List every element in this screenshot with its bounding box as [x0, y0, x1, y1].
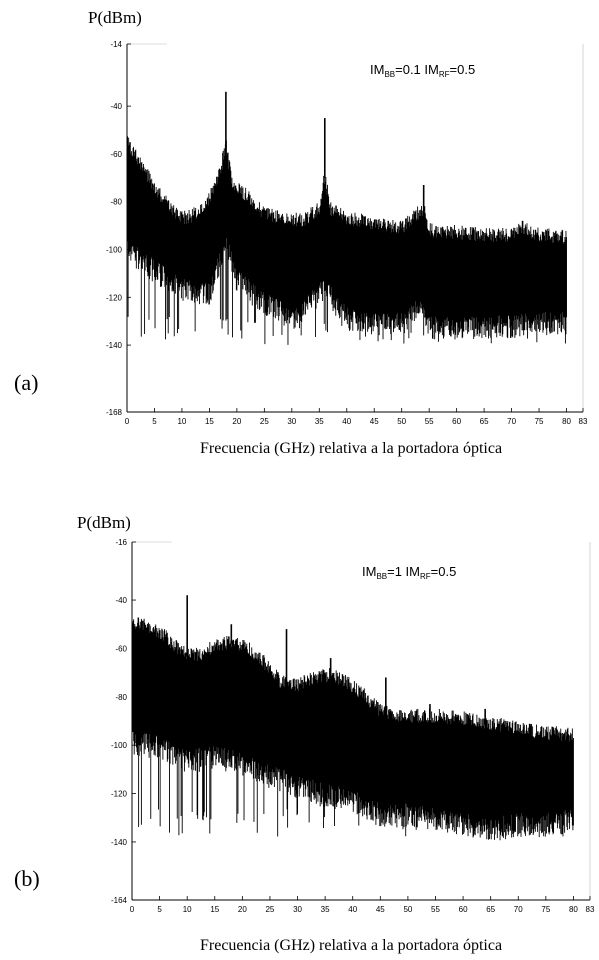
- x-tick-label: 30: [293, 905, 302, 914]
- x-tick-label: 10: [177, 417, 186, 426]
- x-tick-label: 20: [238, 905, 247, 914]
- x-tick-label: 70: [514, 905, 523, 914]
- y-tick-label: -80: [115, 693, 127, 702]
- x-tick-label: 75: [541, 905, 550, 914]
- y-tick-label: -168: [106, 408, 123, 417]
- y-tick-label: -140: [111, 838, 128, 847]
- x-tick-label: 55: [431, 905, 440, 914]
- spectrum-series: [131, 617, 574, 841]
- y-tick-label: -40: [115, 596, 127, 605]
- y-tick-label: -120: [106, 293, 123, 302]
- y-tick-label: -100: [111, 741, 128, 750]
- x-tick-label: 45: [376, 905, 385, 914]
- y-tick-label: -14: [110, 40, 122, 49]
- y-tick-label: -60: [115, 644, 127, 653]
- y-tick-label: -100: [106, 246, 123, 255]
- modulation-index-annotation: IMBB=0.1 IMRF=0.5: [370, 62, 475, 79]
- y-tick-label: -140: [106, 341, 123, 350]
- y-tick-label: -120: [111, 790, 128, 799]
- x-tick-label: 30: [287, 417, 296, 426]
- x-tick-label: 55: [425, 417, 434, 426]
- x-tick-label: 65: [486, 905, 495, 914]
- x-tick-label: 20: [232, 417, 241, 426]
- x-tick-label: 65: [480, 417, 489, 426]
- x-tick-label: 70: [507, 417, 516, 426]
- x-tick-label: 5: [152, 417, 157, 426]
- y-axis-label-b: P(dBm): [77, 513, 131, 532]
- panel-label-b: (b): [14, 866, 40, 891]
- y-tick-label: -60: [110, 150, 122, 159]
- x-tick-label: 15: [205, 417, 214, 426]
- x-tick-label: 80: [569, 905, 578, 914]
- y-tick-label: -16: [115, 538, 127, 547]
- x-tick-label: 83: [586, 905, 595, 914]
- x-tick-label: 10: [183, 905, 192, 914]
- x-tick-label: 35: [315, 417, 324, 426]
- modulation-index-annotation: IMBB=1 IMRF=0.5: [362, 564, 456, 581]
- x-tick-label: 35: [321, 905, 330, 914]
- x-tick-label: 40: [348, 905, 357, 914]
- x-tick-label: 83: [579, 417, 588, 426]
- y-tick-label: -40: [110, 102, 122, 111]
- x-tick-label: 80: [562, 417, 571, 426]
- x-tick-label: 50: [397, 417, 406, 426]
- x-axis-label-b: Frecuencia (GHz) relativa a la portadora…: [200, 937, 503, 954]
- x-tick-label: 40: [342, 417, 351, 426]
- x-tick-label: 60: [452, 417, 461, 426]
- x-tick-label: 15: [210, 905, 219, 914]
- x-tick-label: 25: [265, 905, 274, 914]
- x-tick-label: 0: [130, 905, 135, 914]
- x-tick-label: 45: [370, 417, 379, 426]
- y-tick-label: -164: [111, 896, 128, 905]
- panel-label-a: (a): [14, 370, 39, 395]
- x-tick-label: 75: [535, 417, 544, 426]
- x-tick-label: 0: [125, 417, 130, 426]
- y-tick-label: -80: [110, 198, 122, 207]
- x-tick-label: 50: [403, 905, 412, 914]
- x-axis-label-a: Frecuencia (GHz) relativa a la portadora…: [200, 440, 503, 457]
- y-axis-label-a: P(dBm): [88, 8, 142, 27]
- x-tick-label: 25: [260, 417, 269, 426]
- x-tick-label: 5: [157, 905, 162, 914]
- spectrum-series: [126, 136, 567, 345]
- x-tick-label: 60: [459, 905, 468, 914]
